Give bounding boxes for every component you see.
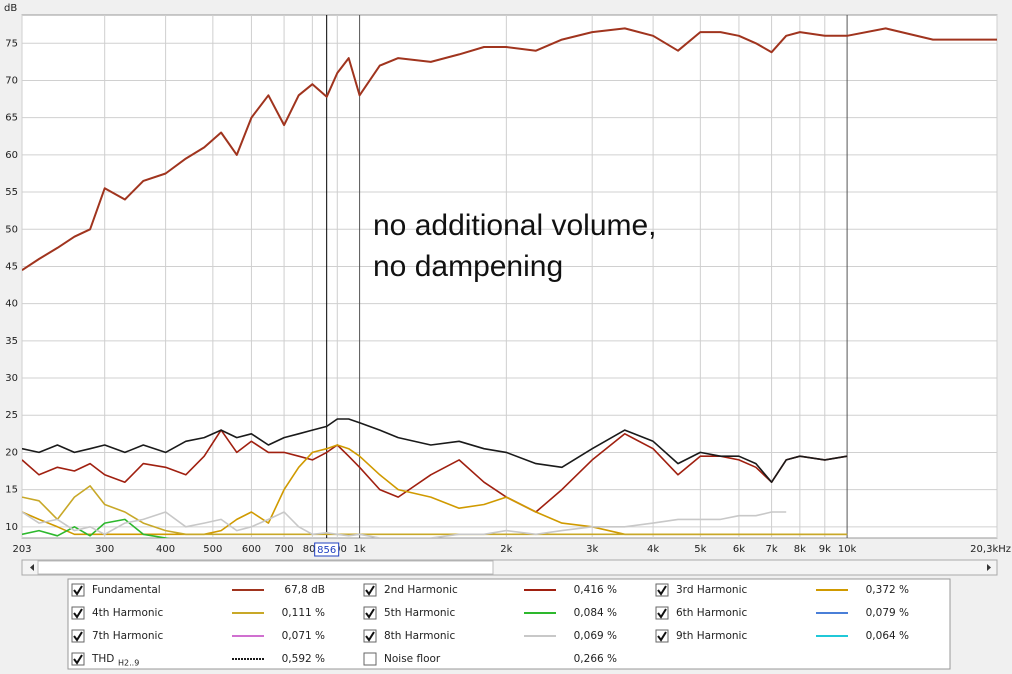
y-tick-label: 30 <box>5 373 18 384</box>
legend-value: 0,079 % <box>866 607 909 619</box>
y-tick-label: 25 <box>5 410 18 421</box>
check-mark <box>73 654 83 665</box>
legend-value: 0,111 % <box>282 607 325 619</box>
grid <box>21 15 998 538</box>
x-tick-label: 203 <box>12 544 31 555</box>
y-tick-label: 50 <box>5 224 18 235</box>
legend-name: 5th Harmonic <box>384 607 455 619</box>
x-tick-label: 6k <box>733 544 745 555</box>
check-mark <box>365 631 375 642</box>
legend: Fundamental 67,8 dB 2nd Harmonic 0,416 % 3rd… <box>71 583 909 668</box>
check-mark <box>657 631 667 642</box>
legend-name: 4th Harmonic <box>92 607 163 619</box>
x-tick-label: 700 <box>275 544 294 555</box>
legend-value: 0,266 % <box>574 653 617 665</box>
x-tick-label: 1k <box>354 544 366 555</box>
check-mark <box>73 631 83 642</box>
legend-name: 8th Harmonic <box>384 630 455 642</box>
legend-name: 7th Harmonic <box>92 630 163 642</box>
y-tick-label: 75 <box>5 38 18 49</box>
cursor-label: 856 <box>317 545 336 556</box>
x-tick-label: 4k <box>647 544 659 555</box>
x-tick-label: 20,3kHz <box>970 544 1011 555</box>
y-tick-label: 20 <box>5 447 18 458</box>
legend-name: THD <box>91 653 114 665</box>
x-tick-label: 500 <box>203 544 222 555</box>
x-tick-label: 800 <box>303 544 322 555</box>
y-tick-label: 70 <box>5 75 18 86</box>
y-tick-label: 65 <box>5 113 18 124</box>
legend-value: 0,084 % <box>574 607 617 619</box>
check-mark <box>73 585 83 596</box>
check-mark <box>657 608 667 619</box>
annotation: no additional volume, <box>373 209 657 242</box>
labels: 10 15 20 25 30 35 40 45 50 55 60 65 70 75 203 300 400 500… <box>5 38 1011 557</box>
cursor-box <box>314 542 340 557</box>
scroll-left[interactable] <box>30 564 34 571</box>
legend-box <box>67 578 951 670</box>
y-tick-label: 45 <box>5 261 18 272</box>
y-tick-label: 15 <box>5 485 18 496</box>
x-tick-label: 9k <box>819 544 831 555</box>
x-tick-label: 300 <box>95 544 114 555</box>
legend-value: 67,8 dB <box>284 584 325 596</box>
legend-name: Noise floor <box>384 653 441 665</box>
x-tick-label: 7k <box>766 544 778 555</box>
scroll-thumb[interactable] <box>37 560 494 575</box>
series-line <box>22 27 997 272</box>
x-tick-label: 5k <box>694 544 706 555</box>
checkbox[interactable] <box>363 652 377 666</box>
legend-value: 0,069 % <box>574 630 617 642</box>
legend-name: 3rd Harmonic <box>676 584 748 596</box>
y-tick-label: 10 <box>5 522 18 533</box>
legend-name: 2nd Harmonic <box>384 584 458 596</box>
legend-name: 6th Harmonic <box>676 607 747 619</box>
legend-name: Fundamental <box>92 584 161 596</box>
legend-value: 0,064 % <box>866 630 909 642</box>
x-tick-label: 400 <box>156 544 175 555</box>
series-line <box>22 418 848 483</box>
check-mark <box>365 585 375 596</box>
y-tick-label: 40 <box>5 299 18 310</box>
legend-name: 9th Harmonic <box>676 630 747 642</box>
y-tick-label: 55 <box>5 187 18 198</box>
x-tick-label: 2k <box>500 544 512 555</box>
check-mark <box>657 585 667 596</box>
x-tick-label: 3k <box>586 544 598 555</box>
y-axis-label: dB <box>4 3 17 14</box>
y-tick-label: 60 <box>5 150 18 161</box>
check-mark <box>365 608 375 619</box>
series-line <box>22 511 787 538</box>
legend-name-sub: H2..9 <box>118 659 139 668</box>
series-line <box>22 518 171 538</box>
x-tick-label: 600 <box>242 544 261 555</box>
annotation: no dampening <box>373 250 563 283</box>
legend-value: 0,071 % <box>282 630 325 642</box>
lines <box>22 27 997 538</box>
y-tick-label: 35 <box>5 336 18 347</box>
scroll-right[interactable] <box>987 564 991 571</box>
plot-area <box>21 14 998 539</box>
legend-value: 0,372 % <box>866 584 909 596</box>
check-mark <box>73 608 83 619</box>
x-tick-label: 8k <box>794 544 806 555</box>
x-tick-label: 10k <box>838 544 857 555</box>
legend-value: 0,592 % <box>282 653 325 665</box>
legend-value: 0,416 % <box>574 584 617 596</box>
